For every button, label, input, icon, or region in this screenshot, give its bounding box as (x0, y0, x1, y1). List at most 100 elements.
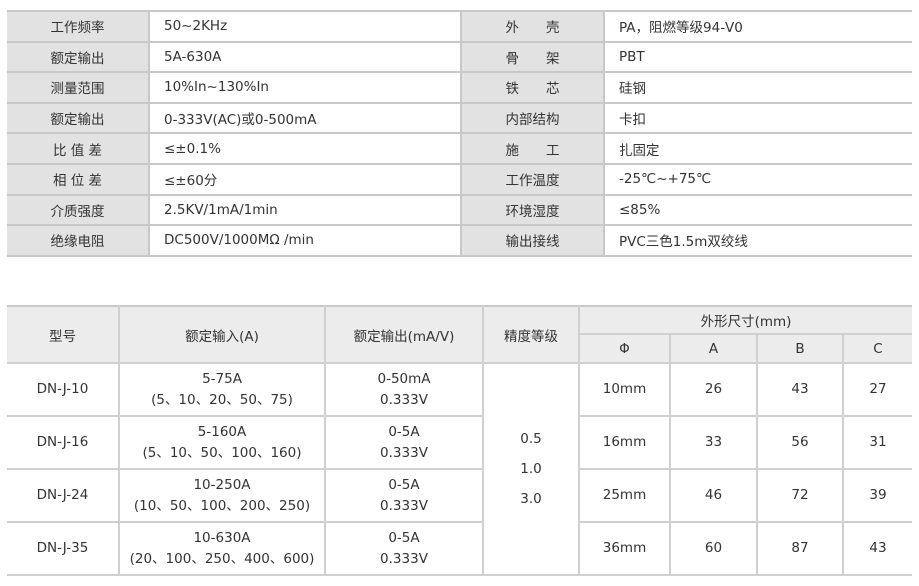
spec-label: 骨 架 (461, 40, 605, 74)
model-name: DN-J-24 (36, 487, 89, 503)
spec-value: PVC三色1.5m双绞线 (604, 224, 912, 257)
input-range: 10-250A (193, 476, 251, 493)
spec-label: 额定输出 (7, 101, 150, 135)
output-voltage: 0.333V (380, 391, 428, 408)
spec-label: 施 工 (461, 132, 605, 165)
input-range: 5-160A (197, 423, 247, 440)
c-cell: 27 (842, 362, 912, 417)
c-cell: 39 (842, 468, 912, 523)
spec-value: 10%In~130%In (149, 71, 462, 104)
header-a: A (669, 333, 758, 364)
phi-value: 16mm (602, 434, 647, 450)
spec-row: 工作频率 50~2KHz 外 壳 PA，阻燃等级94-V0 (7, 10, 912, 43)
input-cell: 10-630A (20、100、250、400、600) (118, 521, 326, 576)
b-cell: 43 (756, 362, 844, 417)
spec-label: 额定输出 (7, 40, 150, 74)
spec-label: 绝缘电阻 (7, 224, 150, 257)
input-cell: 5-75A (5、10、20、50、75) (118, 362, 326, 417)
c-value: 27 (869, 381, 887, 397)
c-value: 31 (869, 434, 887, 450)
input-taps: (5、10、20、50、75) (151, 391, 293, 408)
model-cell: DN-J-16 (7, 415, 120, 470)
model-cell: DN-J-24 (7, 468, 120, 523)
c-value: 43 (869, 540, 887, 556)
header-model: 型号 (7, 305, 120, 364)
a-cell: 26 (669, 362, 758, 417)
spec-table: 工作频率 50~2KHz 外 壳 PA，阻燃等级94-V0 额定输出 5A-630A 骨 架… (7, 10, 912, 257)
phi-cell: 36mm (578, 521, 671, 576)
spec-label: 测量范围 (7, 71, 150, 104)
phi-cell: 16mm (578, 415, 671, 470)
model-cell: DN-J-35 (7, 521, 120, 576)
output-current: 0-5A (388, 529, 420, 546)
spec-label: 铁 芯 (461, 71, 605, 104)
spec-label: 工作频率 (7, 10, 150, 43)
c-cell: 43 (842, 521, 912, 576)
spec-value: ≤±60分 (149, 162, 462, 196)
output-current: 0-5A (388, 423, 420, 440)
input-range: 5-75A (202, 370, 242, 387)
output-voltage: 0.333V (380, 550, 428, 567)
spec-label: 内部结构 (461, 101, 605, 135)
header-output: 额定输出(mA/V) (324, 305, 484, 364)
a-value: 46 (704, 487, 723, 503)
accuracy-cell: 0.5 1.0 3.0 (482, 362, 580, 576)
table-row: DN-J-16 5-160A (5、10、50、100、160) 0-5A 0.333V… (7, 415, 912, 470)
output-cell: 0-5A 0.333V (324, 415, 484, 470)
input-cell: 5-160A (5、10、50、100、160) (118, 415, 326, 470)
spec-label: 相 位 差 (7, 162, 150, 196)
accuracy-value: 1.0 (520, 461, 542, 477)
model-name: DN-J-10 (36, 381, 89, 397)
b-cell: 72 (756, 468, 844, 523)
header-input: 额定输入(A) (118, 305, 326, 364)
header-accuracy: 精度等级 (482, 305, 580, 364)
table-row: DN-J-10 5-75A (5、10、20、50、75) 0-50mA 0.333V 0… (7, 362, 912, 576)
phi-cell: 10mm (578, 362, 671, 417)
a-cell: 46 (669, 468, 758, 523)
spec-row: 比 值 差 ≤±0.1% 施 工扎固定 (7, 132, 912, 165)
output-voltage: 0.333V (380, 497, 428, 514)
spec-row: 测量范围 10%In~130%In 铁 芯硅钢 (7, 71, 912, 104)
spec-row: 额定输出 5A-630A 骨 架 PBT (7, 40, 912, 74)
spec-row: 额定输出 0-333V(AC)或0-500mA 内部结构 卡扣 (7, 101, 912, 135)
a-value: 60 (704, 540, 723, 556)
c-cell: 31 (842, 415, 912, 470)
spec-value: 5A-630A (149, 40, 462, 74)
model-name: DN-J-35 (36, 540, 89, 556)
input-cell: 10-250A (10、50、100、200、250) (118, 468, 326, 523)
spec-row: 相 位 差 ≤±60分 工作温度 -25℃~+75℃ (7, 162, 912, 196)
b-value: 87 (791, 540, 809, 556)
accuracy-value: 0.5 (520, 431, 542, 447)
output-cell: 0-5A 0.333V (324, 468, 484, 523)
spec-value: 0-333V(AC)或0-500mA (149, 101, 462, 135)
input-range: 10-630A (193, 529, 251, 546)
b-cell: 87 (756, 521, 844, 576)
a-cell: 60 (669, 521, 758, 576)
model-cell: DN-J-10 (7, 362, 120, 417)
b-cell: 56 (756, 415, 844, 470)
spec-label: 介质强度 (7, 193, 150, 227)
model-table: 型号 额定输入(A) 额定输出(mA/V) 精度等级 外形尺寸(mm) Φ A … (7, 305, 912, 576)
output-current: 0-5A (388, 476, 420, 493)
spec-label: 输出接线 (461, 224, 605, 257)
input-taps: (20、100、250、400、600) (129, 550, 315, 567)
spec-label: 外 壳 (461, 10, 605, 43)
spec-row: 介质强度 2.5KV/1mA/1min 环境湿度 ≤85% (7, 193, 912, 227)
spec-value: PA，阻燃等级94-V0 (604, 10, 912, 43)
spec-value: ≤±0.1% (149, 132, 462, 165)
spec-label: 工作温度 (461, 162, 605, 196)
spec-value: 扎固定 (604, 132, 912, 165)
accuracy-value: 3.0 (520, 491, 542, 507)
b-value: 43 (791, 381, 809, 397)
a-value: 26 (704, 381, 723, 397)
output-voltage: 0.333V (380, 444, 428, 461)
spec-value: -25℃~+75℃ (604, 162, 912, 196)
phi-value: 10mm (602, 381, 647, 397)
header-b: B (756, 333, 844, 364)
output-cell: 0-50mA 0.333V (324, 362, 484, 417)
output-current: 0-50mA (377, 370, 431, 387)
header-c: C (842, 333, 912, 364)
spec-row: 绝缘电阻 DC500V/1000MΩ /min 输出接线 PVC三色1.5m双绞线 (7, 224, 912, 257)
spec-value: 硅钢 (604, 71, 912, 104)
spec-label: 环境湿度 (461, 193, 605, 227)
